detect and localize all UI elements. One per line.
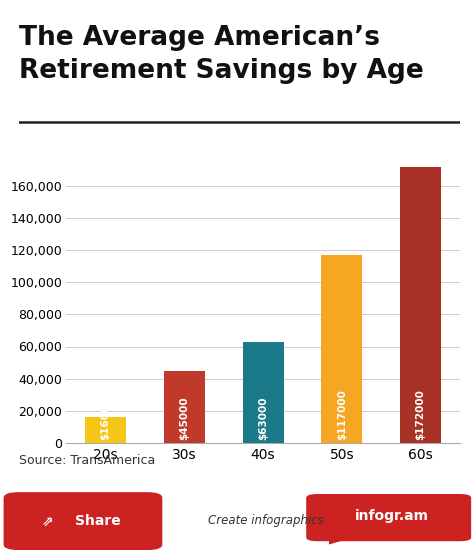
FancyBboxPatch shape [306, 494, 471, 541]
Text: Create infographics: Create infographics [208, 514, 323, 527]
Text: Source: TransAmerica: Source: TransAmerica [19, 454, 155, 467]
Text: Retirement Savings by Age: Retirement Savings by Age [19, 58, 424, 84]
Bar [243, 342, 283, 443]
Text: $16000: $16000 [100, 397, 111, 440]
Bar [164, 371, 205, 443]
Text: $172000: $172000 [415, 389, 426, 440]
Text: $45000: $45000 [179, 396, 190, 440]
Bar [321, 255, 362, 443]
Polygon shape [329, 537, 353, 544]
Bar [400, 167, 441, 443]
Bar [85, 417, 126, 443]
Text: ⇗: ⇗ [41, 514, 53, 528]
Text: $117000: $117000 [337, 389, 347, 440]
Text: infogr.am: infogr.am [355, 509, 428, 524]
Text: Share: Share [75, 514, 121, 528]
Text: The Average American’s: The Average American’s [19, 25, 380, 51]
FancyBboxPatch shape [4, 492, 162, 550]
Text: $63000: $63000 [258, 397, 268, 440]
